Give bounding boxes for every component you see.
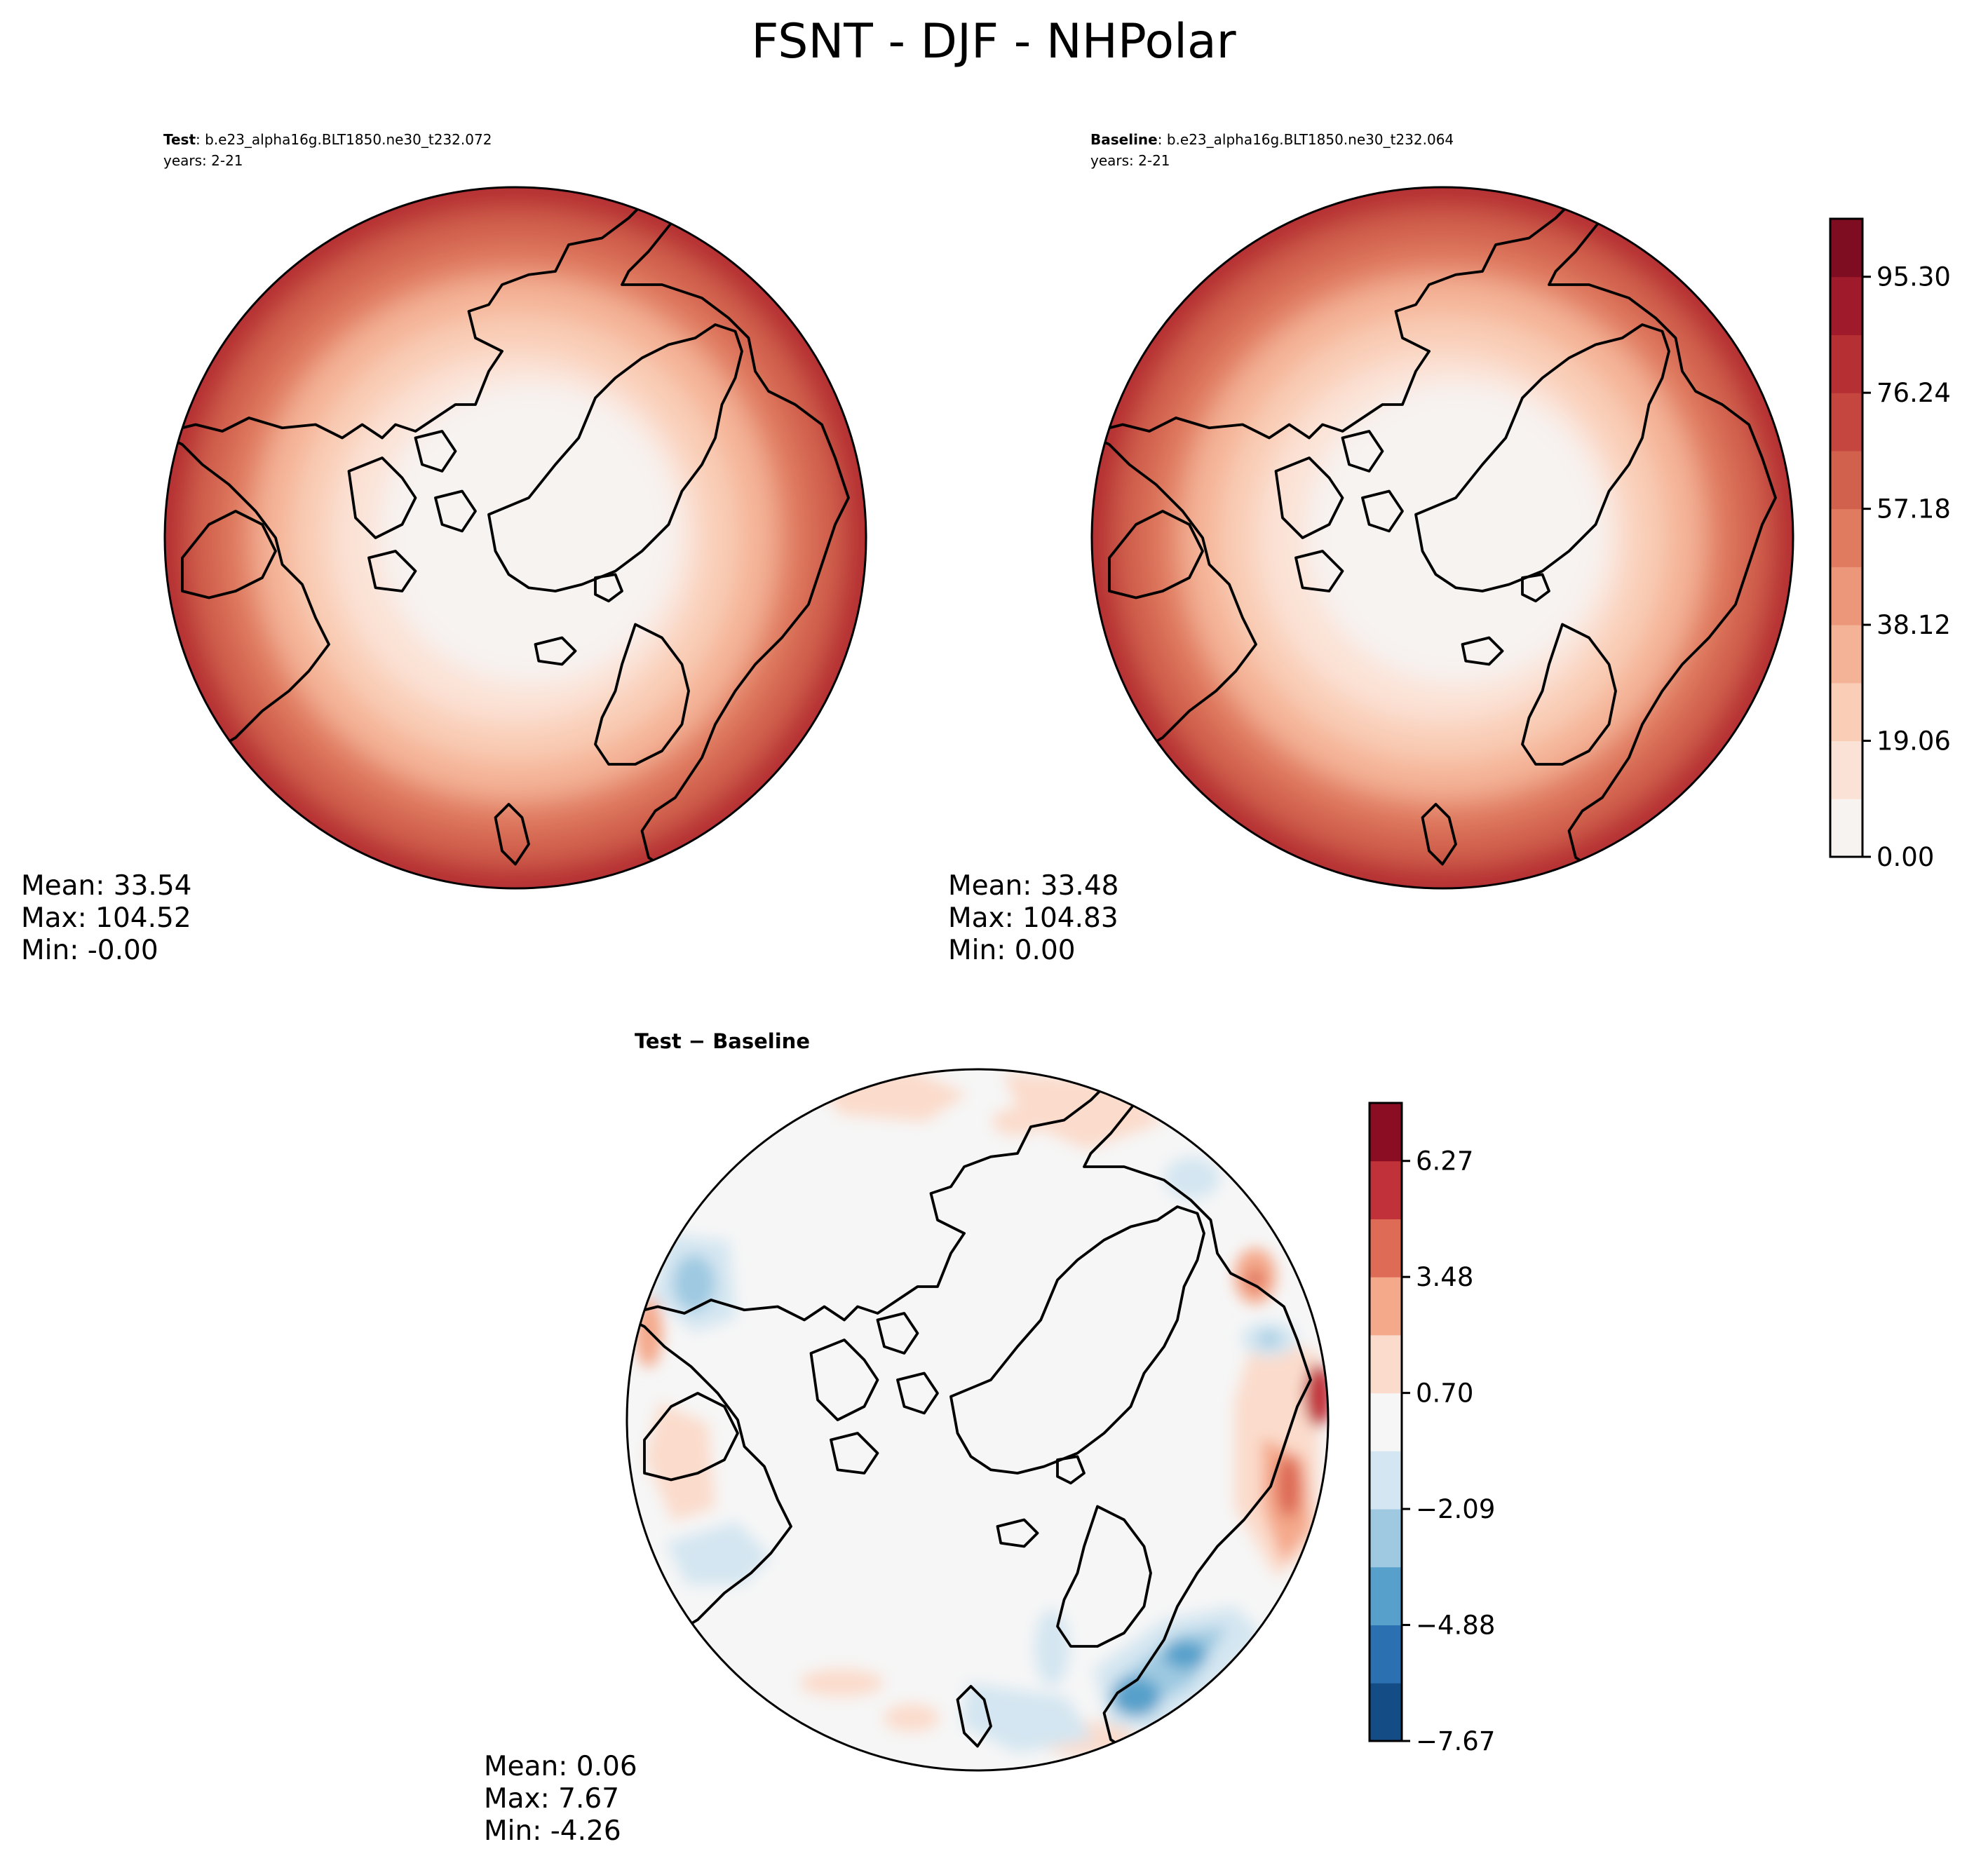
diff-map-boundary	[626, 1068, 1330, 1772]
field-colorbar-segment	[1830, 219, 1862, 278]
diff-colorbar-segment	[1370, 1509, 1402, 1568]
diff-panel: Test − Baseline	[484, 1029, 1330, 1847]
field-colorbar-segment	[1830, 799, 1862, 858]
diff-colorbar-segment	[1370, 1160, 1402, 1219]
field-colorbar-tick-label: 38.12	[1877, 610, 1951, 640]
field-colorbar-tick-label: 76.24	[1877, 378, 1951, 408]
diff-colorbar-tick-label: −7.67	[1416, 1726, 1495, 1756]
test-mean: Mean: 33.54	[21, 870, 191, 902]
test-panel: Test: b.e23_alpha16g.BLT1850.ne30_t232.0…	[21, 131, 867, 966]
field-colorbar-segment	[1830, 276, 1862, 335]
test-min: Min: -0.00	[21, 935, 158, 966]
diff-colorbar-segment	[1370, 1334, 1402, 1394]
field-colorbar-segment	[1830, 393, 1862, 452]
diff-colorbar-tick-label: −4.88	[1416, 1611, 1495, 1641]
diff-colorbar: −7.67 −4.88 −2.09 0.70 3.48 6.27	[1368, 1102, 1495, 1756]
baseline-mean: Mean: 33.48	[948, 870, 1118, 902]
diff-colorbar-segment	[1370, 1393, 1402, 1451]
diff-min: Min: -4.26	[484, 1815, 621, 1847]
field-colorbar-segment	[1830, 625, 1862, 684]
test-map	[165, 187, 866, 888]
test-max: Max: 104.52	[21, 902, 191, 934]
diff-colorbar-segment	[1370, 1683, 1402, 1742]
diff-colorbar-segment	[1370, 1219, 1402, 1278]
diff-colorbar-segment	[1370, 1625, 1402, 1683]
field-colorbar-segment	[1830, 450, 1862, 510]
diff-colorbar-segment	[1370, 1103, 1402, 1162]
diff-colorbar-frame	[1368, 1102, 1403, 1742]
baseline-panel-years: years: 2-21	[1090, 152, 1170, 169]
test-panel-years: years: 2-21	[163, 152, 243, 169]
baseline-panel: Baseline: b.e23_alpha16g.BLT1850.ne30_t2…	[948, 131, 1794, 966]
diff-map	[627, 1069, 1328, 1770]
diff-colorbar-tick-label: 3.48	[1416, 1262, 1473, 1292]
diff-max: Max: 7.67	[484, 1783, 619, 1815]
baseline-map	[1092, 187, 1793, 888]
figure-title: FSNT - DJF - NHPolar	[751, 14, 1236, 69]
field-colorbar-tick-label: 19.06	[1877, 726, 1951, 757]
field-colorbar-tick-label: 0.00	[1877, 842, 1934, 872]
diff-colorbar-tick-label: −2.09	[1416, 1494, 1495, 1524]
diff-colorbar-tick-label: 0.70	[1416, 1378, 1473, 1409]
baseline-min: Min: 0.00	[948, 935, 1076, 966]
field-colorbar-frame	[1829, 217, 1864, 858]
field-colorbar: 0.00 19.06 38.12 57.18 76.24 95.30	[1829, 217, 1951, 872]
baseline-max: Max: 104.83	[948, 902, 1118, 934]
field-colorbar-tick-label: 57.18	[1877, 494, 1951, 524]
diff-colorbar-tick-label: 6.27	[1416, 1146, 1473, 1177]
field-colorbar-segment	[1830, 682, 1862, 742]
field-colorbar-tick-label: 95.30	[1877, 262, 1951, 292]
diff-colorbar-segment	[1370, 1277, 1402, 1336]
field-colorbar-segment	[1830, 334, 1862, 393]
field-colorbar-segment	[1830, 567, 1862, 625]
baseline-map-boundary	[1090, 186, 1794, 890]
diff-panel-title: Test − Baseline	[635, 1029, 810, 1053]
field-colorbar-segment	[1830, 508, 1862, 567]
diff-colorbar-segment	[1370, 1566, 1402, 1626]
diff-mean: Mean: 0.06	[484, 1751, 637, 1782]
baseline-panel-label: Baseline: b.e23_alpha16g.BLT1850.ne30_t2…	[1090, 131, 1454, 148]
field-colorbar-segment	[1830, 740, 1862, 799]
test-map-boundary	[163, 186, 867, 890]
test-panel-label: Test: b.e23_alpha16g.BLT1850.ne30_t232.0…	[163, 131, 492, 148]
diff-colorbar-segment	[1370, 1451, 1402, 1510]
